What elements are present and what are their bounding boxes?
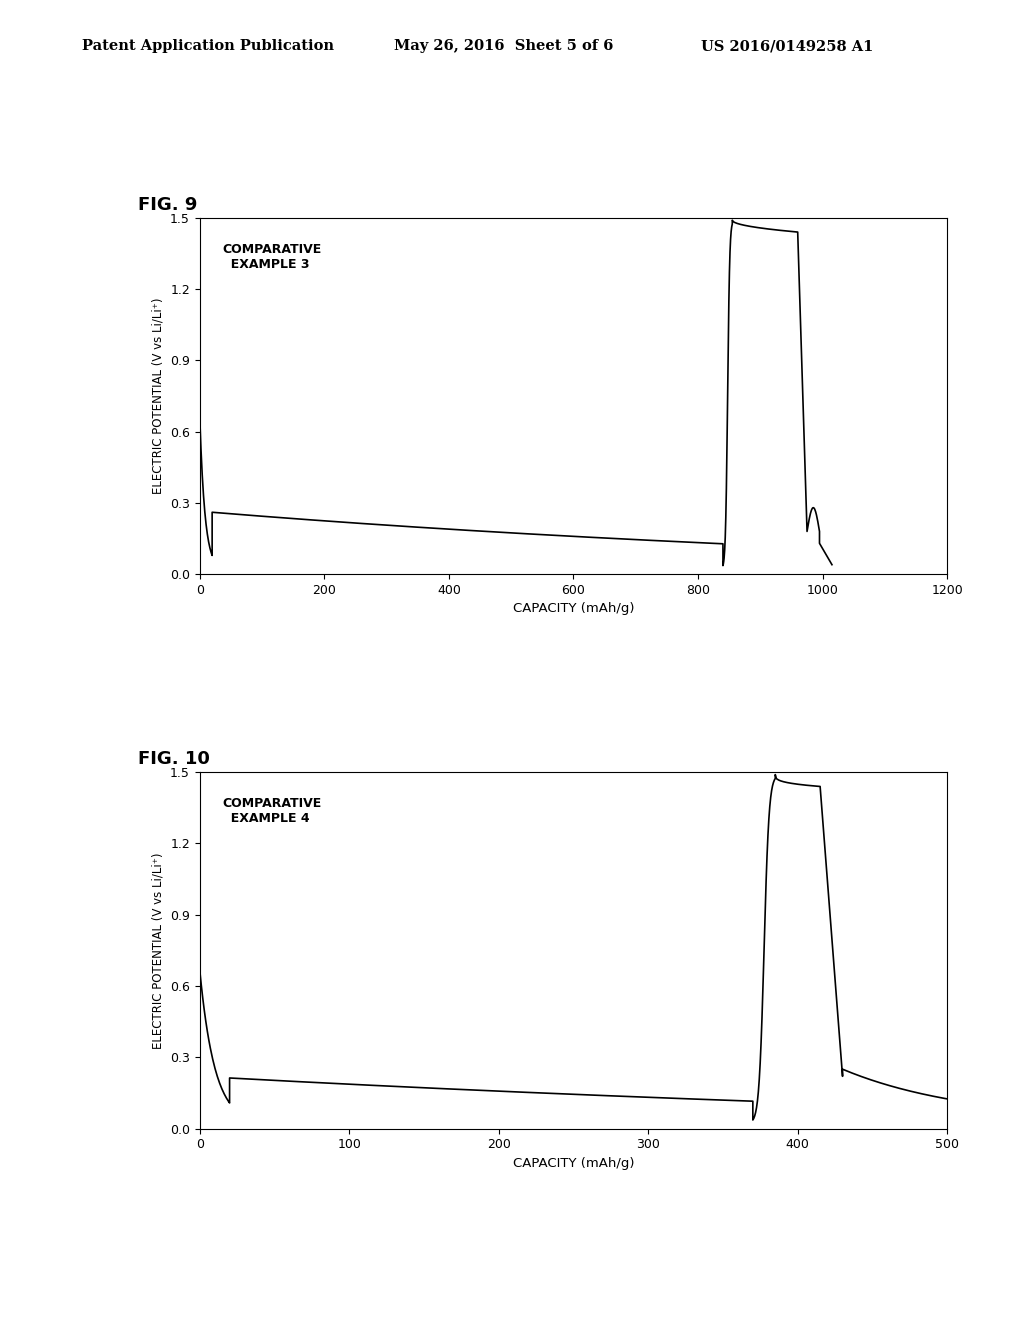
Y-axis label: ELECTRIC POTENTIAL (V vs Li/Li⁺): ELECTRIC POTENTIAL (V vs Li/Li⁺) [152, 853, 165, 1048]
Text: May 26, 2016  Sheet 5 of 6: May 26, 2016 Sheet 5 of 6 [394, 40, 613, 53]
Text: COMPARATIVE
  EXAMPLE 3: COMPARATIVE EXAMPLE 3 [222, 243, 322, 271]
X-axis label: CAPACITY (mAh/g): CAPACITY (mAh/g) [513, 1156, 634, 1170]
Text: Patent Application Publication: Patent Application Publication [82, 40, 334, 53]
Text: US 2016/0149258 A1: US 2016/0149258 A1 [701, 40, 873, 53]
X-axis label: CAPACITY (mAh/g): CAPACITY (mAh/g) [513, 602, 634, 615]
Text: FIG. 10: FIG. 10 [138, 750, 210, 768]
Text: FIG. 9: FIG. 9 [138, 195, 198, 214]
Text: COMPARATIVE
  EXAMPLE 4: COMPARATIVE EXAMPLE 4 [222, 797, 322, 825]
Y-axis label: ELECTRIC POTENTIAL (V vs Li/Li⁺): ELECTRIC POTENTIAL (V vs Li/Li⁺) [152, 298, 165, 494]
